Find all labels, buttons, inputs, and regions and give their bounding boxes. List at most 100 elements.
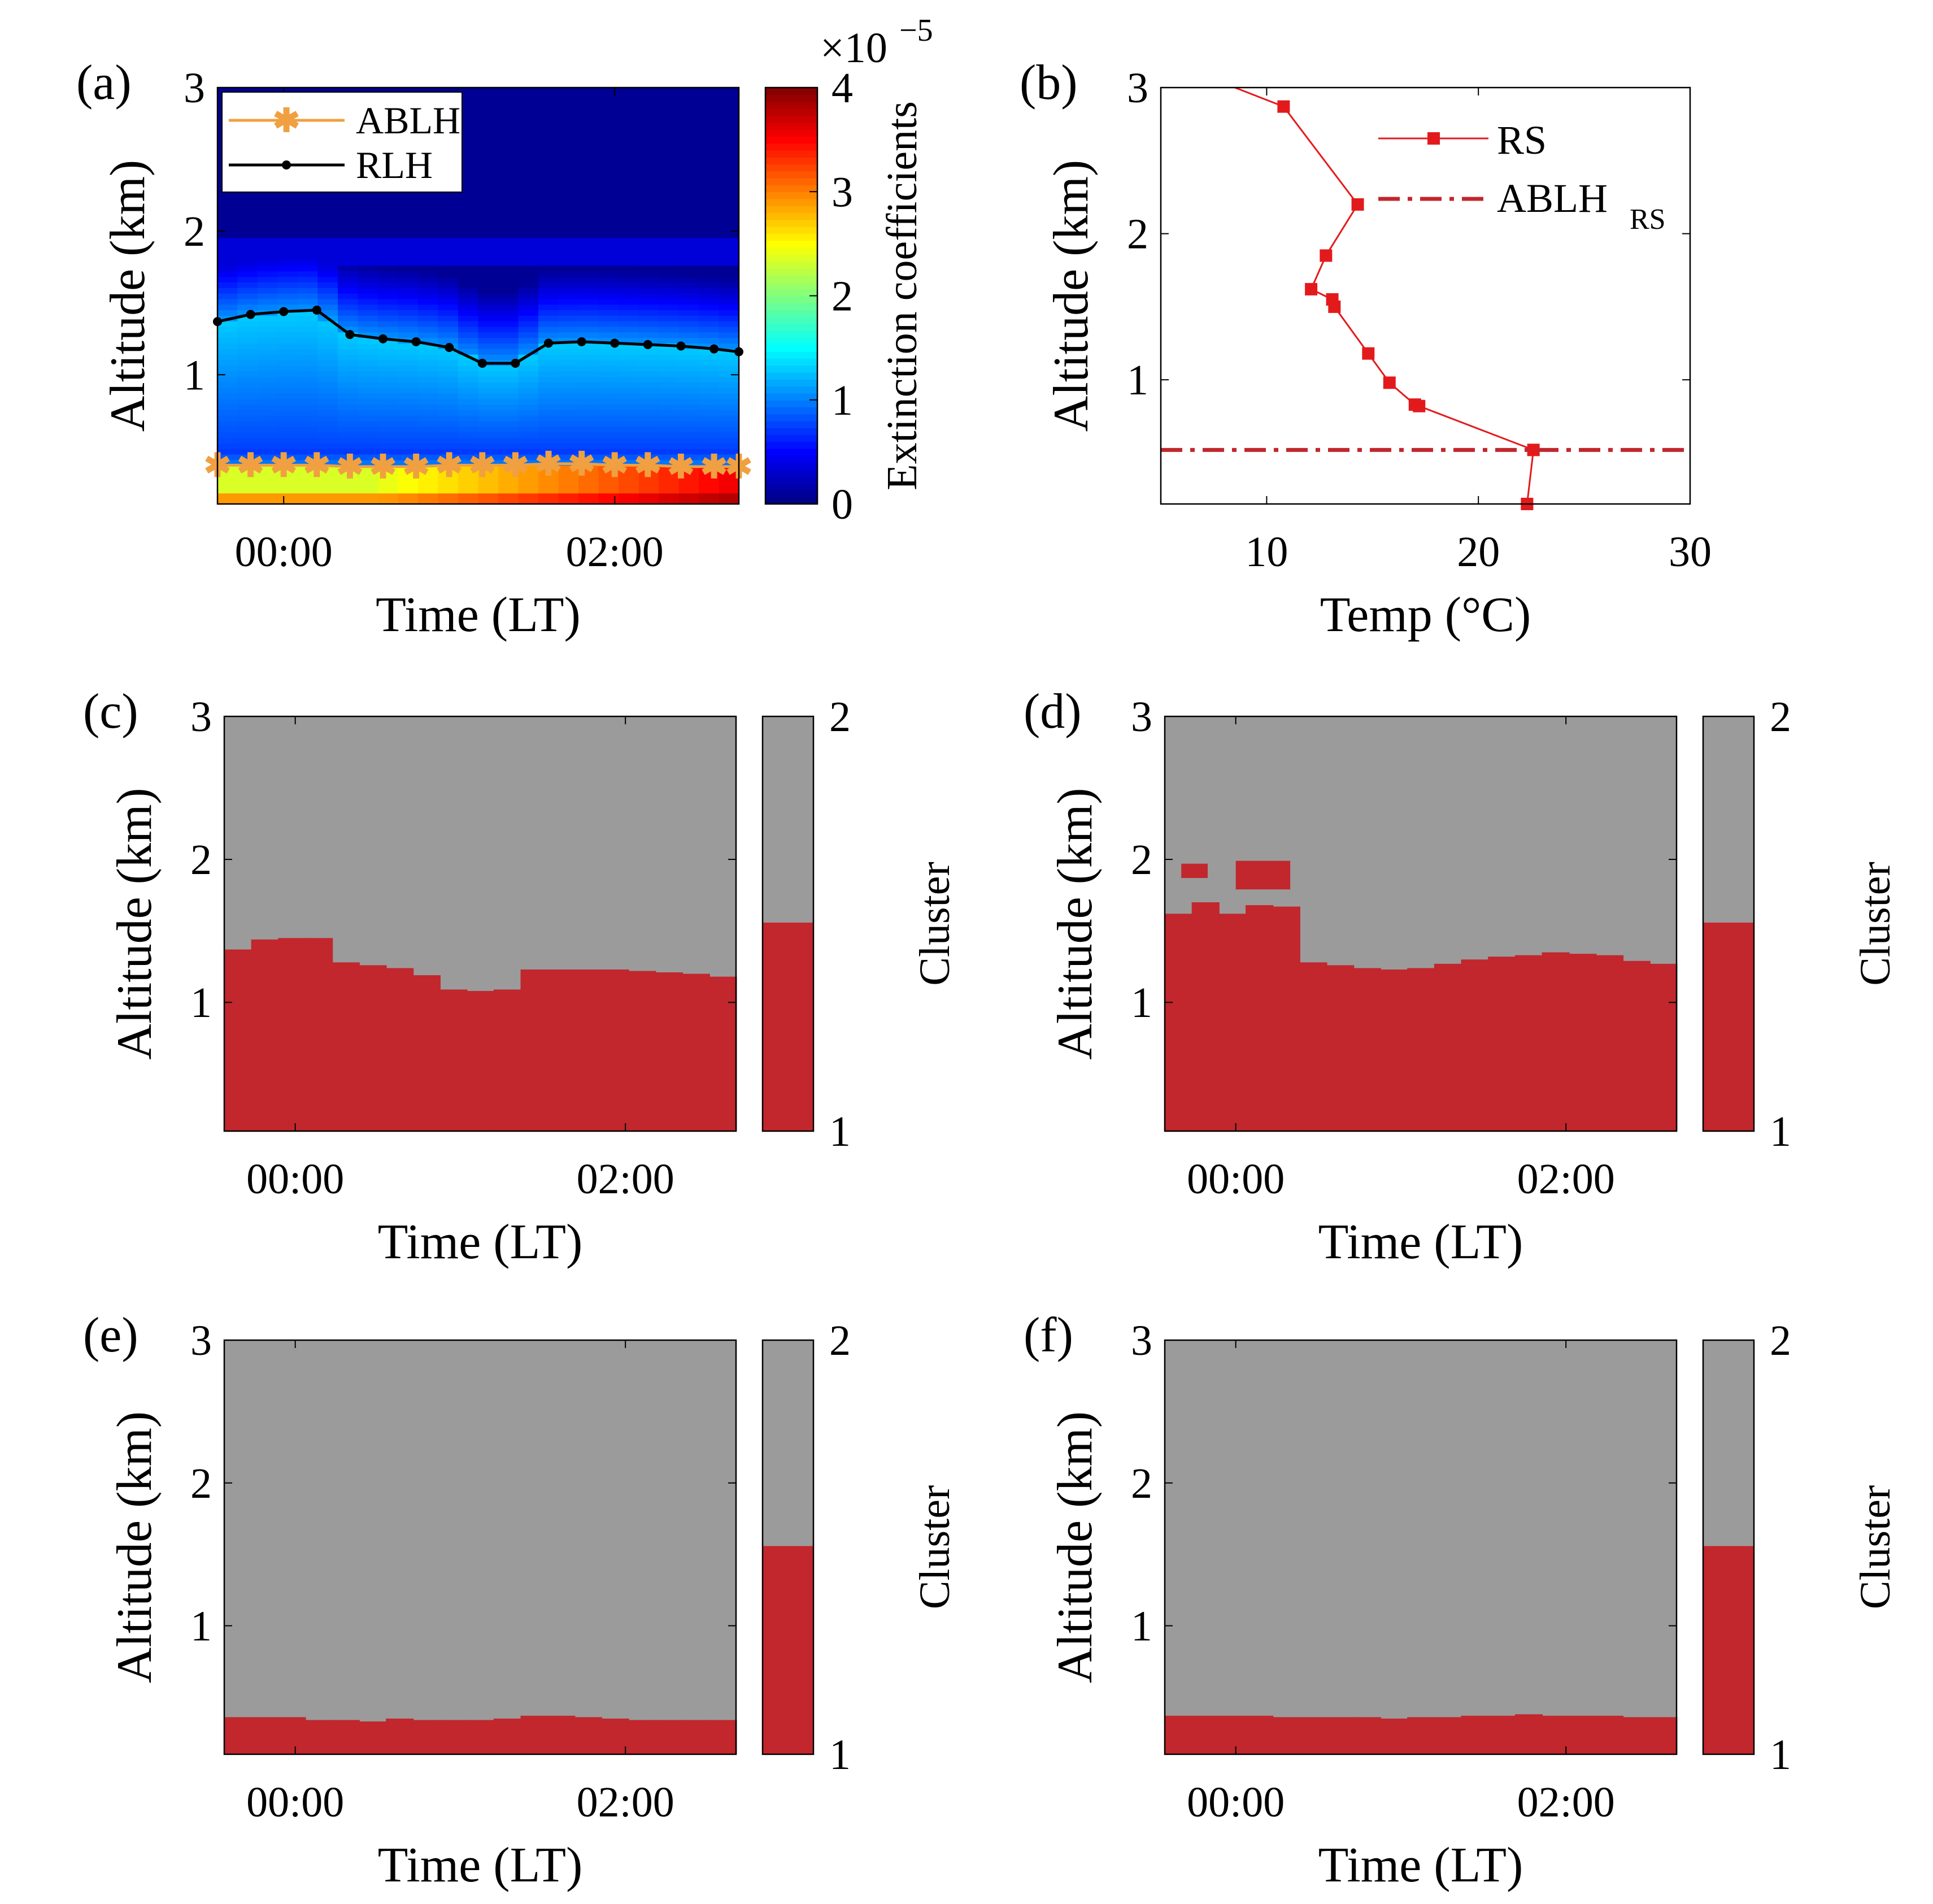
heatmap-cell (237, 426, 258, 433)
heatmap-cell (418, 471, 439, 477)
heatmap-cell (558, 215, 579, 221)
cluster-1-block (1181, 863, 1208, 879)
heatmap-cell (699, 281, 720, 288)
y-tick-label: 2 (1127, 211, 1148, 258)
heatmap-cell (619, 315, 639, 321)
heatmap-cell (659, 259, 680, 266)
heatmap-cell (338, 276, 359, 282)
heatmap-cell (298, 287, 319, 294)
heatmap-cell (478, 193, 499, 199)
heatmap-cell (237, 442, 258, 449)
cluster-2-region (224, 1340, 736, 1754)
heatmap-cell (338, 343, 359, 349)
heatmap-cell (538, 315, 559, 321)
cluster-1-column (1191, 902, 1220, 1131)
heatmap-cell (638, 326, 659, 333)
heatmap-cell (358, 481, 378, 488)
heatmap-cell (438, 326, 459, 333)
heatmap-cell (638, 198, 659, 205)
heatmap-cell (678, 165, 699, 172)
heatmap-cell (518, 198, 539, 205)
heatmap-cell (538, 398, 559, 405)
heatmap-cell (659, 104, 680, 111)
heatmap-cell (598, 493, 619, 499)
heatmap-cell (498, 276, 519, 282)
heatmap-cell (619, 393, 639, 399)
heatmap-cell (438, 287, 459, 294)
heatmap-cell (518, 304, 539, 311)
cluster-1-column (332, 962, 360, 1131)
heatmap-cell (298, 498, 319, 505)
heatmap-cell (659, 365, 680, 372)
x-tick-label: 00:00 (246, 1155, 344, 1203)
heatmap-cell (418, 432, 439, 438)
heatmap-cell (699, 265, 720, 272)
heatmap-cell (317, 320, 338, 327)
heatmap-cell (659, 387, 680, 394)
heatmap-cell (277, 88, 298, 94)
heatmap-cell (317, 293, 338, 299)
heatmap-cell (217, 320, 238, 327)
heatmap-cell (578, 371, 599, 377)
heatmap-cell (638, 398, 659, 405)
heatmap-cell (518, 126, 539, 133)
heatmap-cell (458, 159, 479, 166)
heatmap-cell (298, 332, 319, 338)
heatmap-cell (699, 393, 720, 399)
colorbar-cell (765, 254, 817, 262)
heatmap-cell (438, 293, 459, 299)
heatmap-cell (237, 326, 258, 333)
heatmap-cell (438, 442, 459, 449)
heatmap-cell (378, 454, 399, 460)
heatmap-cell (237, 365, 258, 372)
heatmap-cell (719, 471, 739, 477)
heatmap-cell (659, 359, 680, 366)
panel-label: (a) (76, 55, 132, 110)
heatmap-cell (418, 459, 439, 466)
heatmap-cell (659, 481, 680, 488)
heatmap-cell (538, 293, 559, 299)
heatmap-cell (558, 259, 579, 266)
heatmap-cell (699, 149, 720, 155)
heatmap-cell (719, 371, 739, 377)
heatmap-cell (338, 348, 359, 355)
heatmap-cell (518, 137, 539, 144)
heatmap-cell (298, 281, 319, 288)
cluster-1-column (1246, 905, 1274, 1131)
heatmap-cell (659, 437, 680, 444)
heatmap-cell (277, 376, 298, 382)
heatmap-cell (277, 498, 298, 505)
heatmap-cell (699, 198, 720, 205)
heatmap-cell (719, 276, 739, 282)
colorbar-cell (765, 108, 817, 116)
heatmap-cell (518, 93, 539, 99)
heatmap-cell (578, 220, 599, 227)
heatmap-cell (678, 459, 699, 466)
cluster-1-column (467, 1720, 495, 1754)
colorbar-tick-label: 1 (829, 1108, 851, 1155)
heatmap-cell (418, 437, 439, 444)
y-tick-label: 1 (1131, 979, 1152, 1027)
heatmap-cell (578, 115, 599, 121)
heatmap-cell (598, 404, 619, 410)
colorbar-cell (765, 101, 817, 109)
heatmap-cell (458, 398, 479, 405)
cluster-1-column (412, 975, 441, 1131)
heatmap-cell (338, 432, 359, 438)
heatmap-cell (699, 432, 720, 438)
heatmap-cell (317, 226, 338, 233)
cluster-1-column (493, 1718, 522, 1754)
heatmap-cell (258, 376, 278, 382)
heatmap-cell (258, 88, 278, 94)
heatmap-cell (518, 471, 539, 477)
colorbar-cell (765, 483, 817, 491)
heatmap-cell (298, 248, 319, 255)
heatmap-cell (478, 432, 499, 438)
heatmap-cell (378, 271, 399, 277)
plot-frame (216, 86, 740, 505)
heatmap-cell (578, 287, 599, 294)
heatmap-cell (699, 254, 720, 260)
heatmap-cell (518, 426, 539, 433)
heatmap-cell (458, 115, 479, 121)
